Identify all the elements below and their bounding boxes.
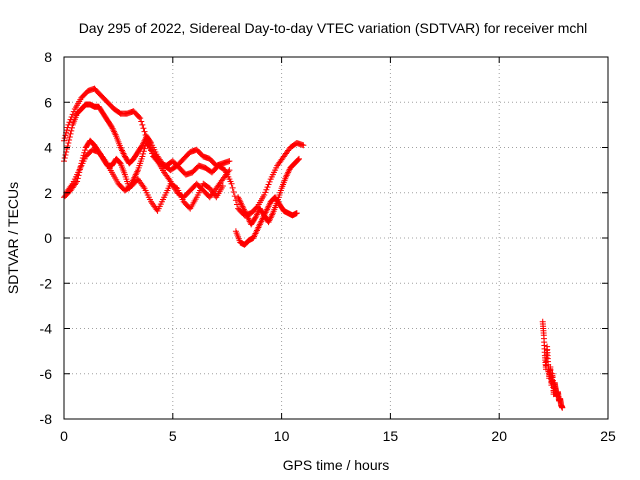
data-point: [140, 148, 147, 155]
data-point: [293, 210, 300, 217]
data-point: [295, 156, 302, 163]
data-point: [220, 166, 227, 173]
data-point: [251, 215, 258, 222]
data-point: [264, 184, 271, 191]
data-point: [139, 121, 146, 128]
data-point: [228, 180, 235, 187]
data-point: [219, 182, 226, 189]
chart-title: Day 295 of 2022, Sidereal Day-to-day VTE…: [79, 20, 588, 36]
ticks-layer: 0 5 10 15 20 25 -8 -6 -4 -2 0 2 4 6 8: [40, 49, 616, 444]
series-track-g: [539, 318, 566, 411]
data-point: [265, 181, 272, 188]
x-axis-label: GPS time / hours: [283, 457, 390, 473]
y-tick-label: 4: [44, 140, 52, 156]
y-tick-label: -2: [40, 275, 53, 291]
data-point: [66, 119, 73, 126]
data-point: [300, 142, 307, 149]
data-point: [173, 184, 180, 191]
data-point: [138, 118, 145, 125]
data-point: [116, 159, 123, 166]
data-point: [261, 192, 268, 199]
series-track-f: [235, 155, 303, 228]
data-point: [66, 136, 73, 143]
data-point: [63, 146, 70, 153]
data-point: [226, 158, 233, 165]
data-point: [230, 188, 237, 195]
data-point: [63, 127, 70, 134]
x-tick-label: 25: [600, 428, 616, 444]
x-tick-label: 0: [60, 428, 68, 444]
data-point: [68, 124, 75, 131]
series-track-b: [61, 101, 233, 174]
data-point: [82, 147, 89, 154]
data-point: [140, 150, 147, 157]
data-point: [108, 123, 115, 130]
data-point: [263, 186, 270, 193]
data-point: [296, 155, 303, 162]
data-point: [137, 115, 144, 122]
y-tick-label: -8: [40, 411, 53, 427]
data-point: [64, 142, 71, 149]
data-point: [62, 152, 69, 159]
data-point: [140, 125, 147, 132]
data-point: [141, 128, 148, 135]
data-point: [559, 404, 566, 411]
y-tick-label: -4: [40, 321, 53, 337]
data-point: [69, 111, 76, 118]
x-tick-label: 10: [274, 428, 290, 444]
data-point: [141, 145, 148, 152]
data-point: [66, 133, 73, 140]
data-point: [62, 132, 69, 139]
data-point: [136, 113, 143, 120]
data-point: [229, 184, 236, 191]
data-point: [266, 178, 273, 185]
y-axis-label: SDTVAR / TECUs: [5, 182, 21, 294]
data-point: [253, 204, 260, 211]
data-point: [262, 189, 269, 196]
data-point: [68, 127, 75, 134]
data-point: [61, 135, 68, 142]
grid-layer: [64, 57, 608, 419]
data-point: [67, 130, 74, 137]
y-tick-label: 0: [44, 230, 52, 246]
y-tick-label: 8: [44, 49, 52, 65]
data-point: [139, 153, 146, 160]
x-tick-label: 5: [169, 428, 177, 444]
points-layer: [61, 85, 566, 411]
y-tick-label: -6: [40, 366, 53, 382]
y-tick-label: 2: [44, 185, 52, 201]
series-track-d: [63, 146, 226, 214]
data-point: [65, 139, 72, 146]
data-point: [61, 155, 68, 162]
x-tick-label: 20: [491, 428, 507, 444]
x-tick-label: 15: [383, 428, 399, 444]
data-point: [231, 193, 238, 200]
data-point: [226, 167, 233, 174]
y-tick-label: 6: [44, 94, 52, 110]
